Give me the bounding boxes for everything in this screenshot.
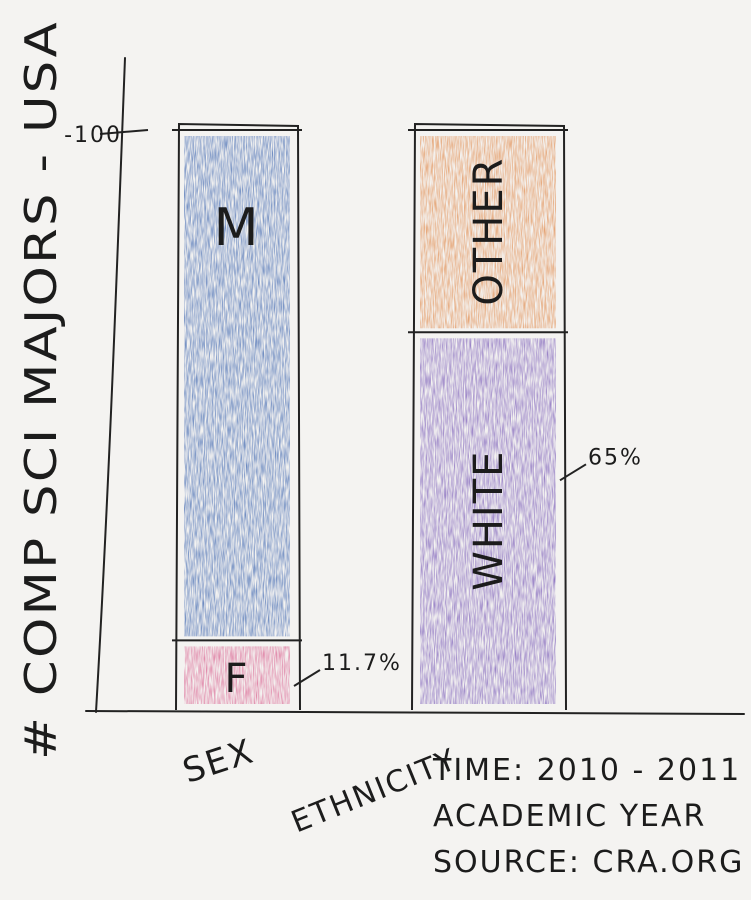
value-callout-line xyxy=(293,669,321,687)
bar-segment-m xyxy=(184,136,290,637)
value-label-f: 11.7% xyxy=(322,651,402,676)
bar-outline xyxy=(175,122,301,711)
bar-outline xyxy=(411,122,567,711)
value-label-white: 65% xyxy=(588,445,643,470)
y-tick-mark xyxy=(99,129,149,135)
x-axis-labels: SEX ETHNICITY xyxy=(178,731,462,840)
segment-label-m: M xyxy=(214,198,261,258)
x-category-label-sex: SEX xyxy=(178,731,259,791)
y-axis-line xyxy=(95,57,126,713)
segment-label-other: OTHER xyxy=(466,157,512,306)
bar-segment-f xyxy=(184,646,290,704)
time-note: TIME: 2010 - 2011 xyxy=(433,753,742,788)
academic-year-note: ACADEMIC YEAR xyxy=(433,799,707,834)
source-note: TIME: 2010 - 2011 ACADEMIC YEAR SOURCE: … xyxy=(433,748,745,886)
source-note-text: SOURCE: CRA.ORG xyxy=(433,845,745,880)
segment-label-white: WHITE xyxy=(466,450,512,591)
bars: F 11.7% M WHITE 65% OTHER xyxy=(172,122,643,711)
value-callout-line xyxy=(559,463,587,482)
bar-ethnicity: WHITE 65% OTHER xyxy=(408,122,643,711)
bar-segment-other xyxy=(420,136,556,329)
bar-sex: F 11.7% M xyxy=(172,122,402,711)
y-tick-label: -100 xyxy=(64,123,122,148)
x-axis-line xyxy=(85,709,745,715)
segment-label-f: F xyxy=(224,656,249,702)
y-ticks: -100 xyxy=(64,123,149,148)
bar-segment-white xyxy=(420,338,556,704)
y-axis-label: # COMP SCI MAJORS - USA xyxy=(16,20,67,760)
